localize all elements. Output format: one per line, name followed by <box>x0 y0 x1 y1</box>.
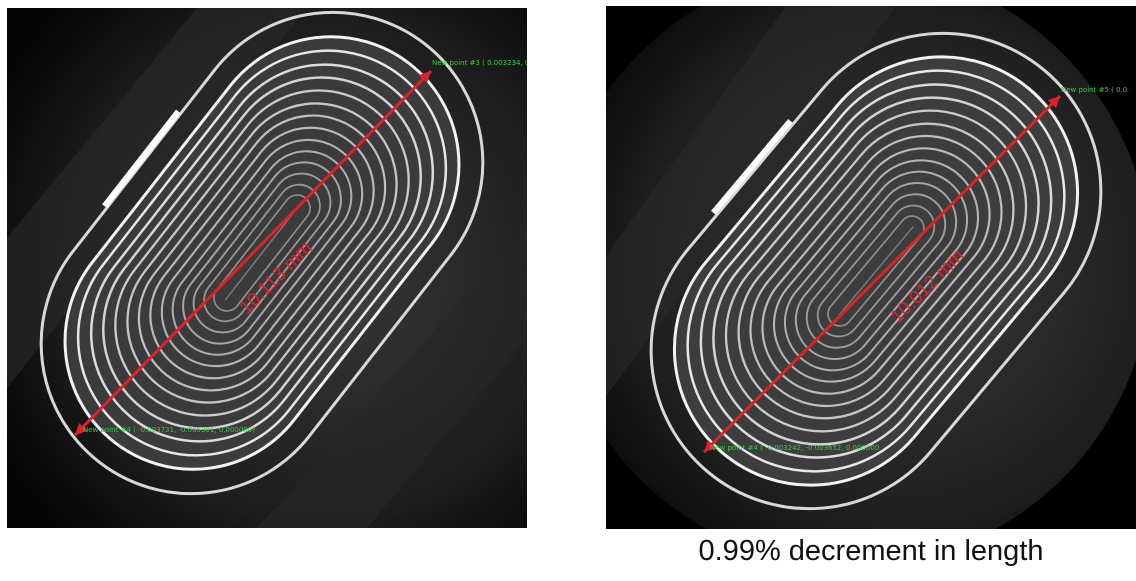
measurement-line-left <box>73 69 433 437</box>
ct-scan-left: 10.113 mm New point #3 ( 0.003234, 0 New… <box>7 8 527 528</box>
measurement-line-right <box>702 94 1062 454</box>
caption: 0.99% decrement in length <box>698 535 1044 567</box>
end-point-label-right: New point #5 ( 0.0 <box>1061 86 1127 94</box>
ct-scan-right: 10.012 mm New point #5 ( 0.0 New point #… <box>606 6 1136 529</box>
end-point-label-left: New point #3 ( 0.003234, 0 <box>432 59 527 67</box>
ct-scan-right-image: 10.012 mm New point #5 ( 0.0 New point #… <box>606 6 1136 529</box>
start-point-label-left: New point #4 ( -0.003731, -0.005301, 0.0… <box>83 426 255 434</box>
start-point-label-right: New point #4 ( -0.003242, -0.003652, 0.0… <box>710 444 879 452</box>
ct-scan-left-image: 10.113 mm New point #3 ( 0.003234, 0 New… <box>7 8 527 528</box>
